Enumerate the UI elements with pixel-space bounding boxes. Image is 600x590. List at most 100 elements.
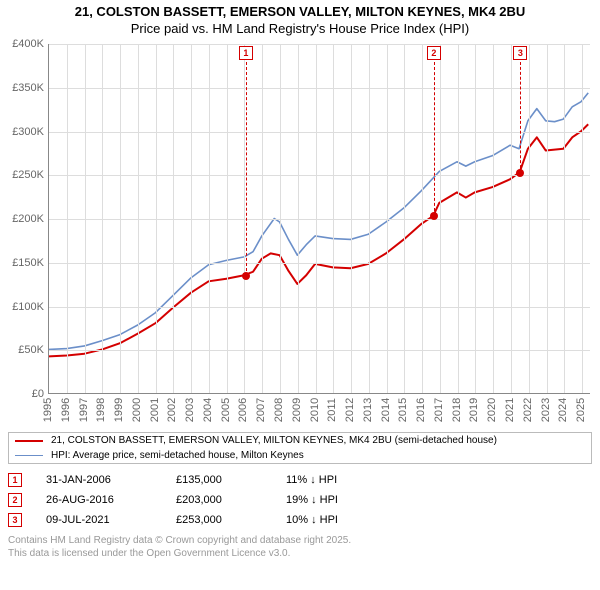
gridline-vertical xyxy=(262,44,263,393)
legend: 21, COLSTON BASSETT, EMERSON VALLEY, MIL… xyxy=(8,432,592,464)
gridline-vertical xyxy=(422,44,423,393)
gridline-vertical xyxy=(351,44,352,393)
y-tick-label: £50K xyxy=(4,344,44,356)
gridline-vertical xyxy=(547,44,548,393)
x-tick-label: 2003 xyxy=(184,398,196,422)
plot-region: 123 xyxy=(48,44,590,394)
gridline-horizontal xyxy=(49,132,590,133)
gridline-vertical xyxy=(387,44,388,393)
x-tick-label: 1998 xyxy=(95,398,107,422)
x-tick-label: 2008 xyxy=(273,398,285,422)
x-tick-label: 2020 xyxy=(486,398,498,422)
y-tick-label: £0 xyxy=(4,388,44,400)
gridline-vertical xyxy=(120,44,121,393)
annotation-table: 131-JAN-2006£135,00011% ↓ HPI226-AUG-201… xyxy=(8,470,592,530)
annotation-date: 26-AUG-2016 xyxy=(46,494,176,506)
x-tick-label: 2015 xyxy=(397,398,409,422)
y-tick-label: £200K xyxy=(4,213,44,225)
legend-item: HPI: Average price, semi-detached house,… xyxy=(9,448,591,463)
gridline-horizontal xyxy=(49,350,590,351)
y-tick-label: £250K xyxy=(4,169,44,181)
gridline-vertical xyxy=(102,44,103,393)
gridline-vertical xyxy=(280,44,281,393)
x-tick-label: 2024 xyxy=(557,398,569,422)
annotation-marker: 1 xyxy=(8,473,22,487)
x-tick-label: 2019 xyxy=(468,398,480,422)
footer-line-1: Contains HM Land Registry data © Crown c… xyxy=(8,534,592,547)
gridline-vertical xyxy=(227,44,228,393)
legend-swatch xyxy=(15,455,43,456)
chart-area: 123 £0£50K£100K£150K£200K£250K£300K£350K… xyxy=(4,38,596,428)
gridline-horizontal xyxy=(49,175,590,176)
x-tick-label: 1995 xyxy=(42,398,54,422)
x-tick-label: 2005 xyxy=(220,398,232,422)
x-tick-label: 2006 xyxy=(237,398,249,422)
legend-label: HPI: Average price, semi-detached house,… xyxy=(51,450,304,461)
x-tick-label: 2014 xyxy=(380,398,392,422)
gridline-vertical xyxy=(369,44,370,393)
gridline-vertical xyxy=(404,44,405,393)
gridline-vertical xyxy=(440,44,441,393)
series-price_paid xyxy=(49,124,588,356)
title-line-2: Price paid vs. HM Land Registry's House … xyxy=(0,21,600,36)
gridline-vertical xyxy=(191,44,192,393)
annotation-row: 3 09-JUL-2021£253,00010% ↓ HPI xyxy=(8,510,592,530)
x-tick-label: 2000 xyxy=(131,398,143,422)
gridline-horizontal xyxy=(49,88,590,89)
gridline-vertical xyxy=(209,44,210,393)
y-tick-label: £400K xyxy=(4,38,44,50)
annotation-row: 2 26-AUG-2016£203,00019% ↓ HPI xyxy=(8,490,592,510)
annotation-price: £135,000 xyxy=(176,474,286,486)
x-tick-label: 2017 xyxy=(433,398,445,422)
x-tick-label: 2001 xyxy=(149,398,161,422)
legend-swatch xyxy=(15,440,43,442)
footer-line-2: This data is licensed under the Open Gov… xyxy=(8,547,592,560)
x-tick-label: 2023 xyxy=(540,398,552,422)
gridline-vertical xyxy=(493,44,494,393)
y-tick-label: £100K xyxy=(4,301,44,313)
x-tick-label: 2022 xyxy=(522,398,534,422)
gridline-vertical xyxy=(298,44,299,393)
marker-leader-line xyxy=(520,62,521,173)
x-tick-label: 1999 xyxy=(113,398,125,422)
legend-item: 21, COLSTON BASSETT, EMERSON VALLEY, MIL… xyxy=(9,433,591,448)
x-tick-label: 2021 xyxy=(504,398,516,422)
gridline-vertical xyxy=(333,44,334,393)
y-tick-label: £150K xyxy=(4,257,44,269)
y-tick-label: £300K xyxy=(4,126,44,138)
annotation-price: £253,000 xyxy=(176,514,286,526)
x-tick-label: 2011 xyxy=(326,398,338,422)
annotation-marker: 2 xyxy=(8,493,22,507)
x-tick-label: 2002 xyxy=(166,398,178,422)
x-tick-label: 2018 xyxy=(451,398,463,422)
gridline-vertical xyxy=(138,44,139,393)
gridline-vertical xyxy=(458,44,459,393)
gridline-vertical xyxy=(564,44,565,393)
gridline-vertical xyxy=(529,44,530,393)
gridline-horizontal xyxy=(49,44,590,45)
annotation-delta: 10% ↓ HPI xyxy=(286,514,338,526)
gridline-vertical xyxy=(67,44,68,393)
legend-label: 21, COLSTON BASSETT, EMERSON VALLEY, MIL… xyxy=(51,435,497,446)
x-tick-label: 2007 xyxy=(255,398,267,422)
gridline-vertical xyxy=(173,44,174,393)
gridline-vertical xyxy=(316,44,317,393)
x-tick-label: 2013 xyxy=(362,398,374,422)
annotation-date: 09-JUL-2021 xyxy=(46,514,176,526)
x-tick-label: 2009 xyxy=(291,398,303,422)
marker-box: 1 xyxy=(239,46,253,60)
x-tick-label: 2025 xyxy=(575,398,587,422)
annotation-delta: 19% ↓ HPI xyxy=(286,494,338,506)
x-tick-label: 1996 xyxy=(60,398,72,422)
marker-leader-line xyxy=(246,62,247,276)
gridline-horizontal xyxy=(49,307,590,308)
gridline-vertical xyxy=(511,44,512,393)
x-tick-label: 1997 xyxy=(78,398,90,422)
annotation-marker: 3 xyxy=(8,513,22,527)
annotation-price: £203,000 xyxy=(176,494,286,506)
chart-container: 21, COLSTON BASSETT, EMERSON VALLEY, MIL… xyxy=(0,0,600,560)
gridline-vertical xyxy=(475,44,476,393)
gridline-horizontal xyxy=(49,263,590,264)
annotation-row: 131-JAN-2006£135,00011% ↓ HPI xyxy=(8,470,592,490)
annotation-date: 31-JAN-2006 xyxy=(46,474,176,486)
